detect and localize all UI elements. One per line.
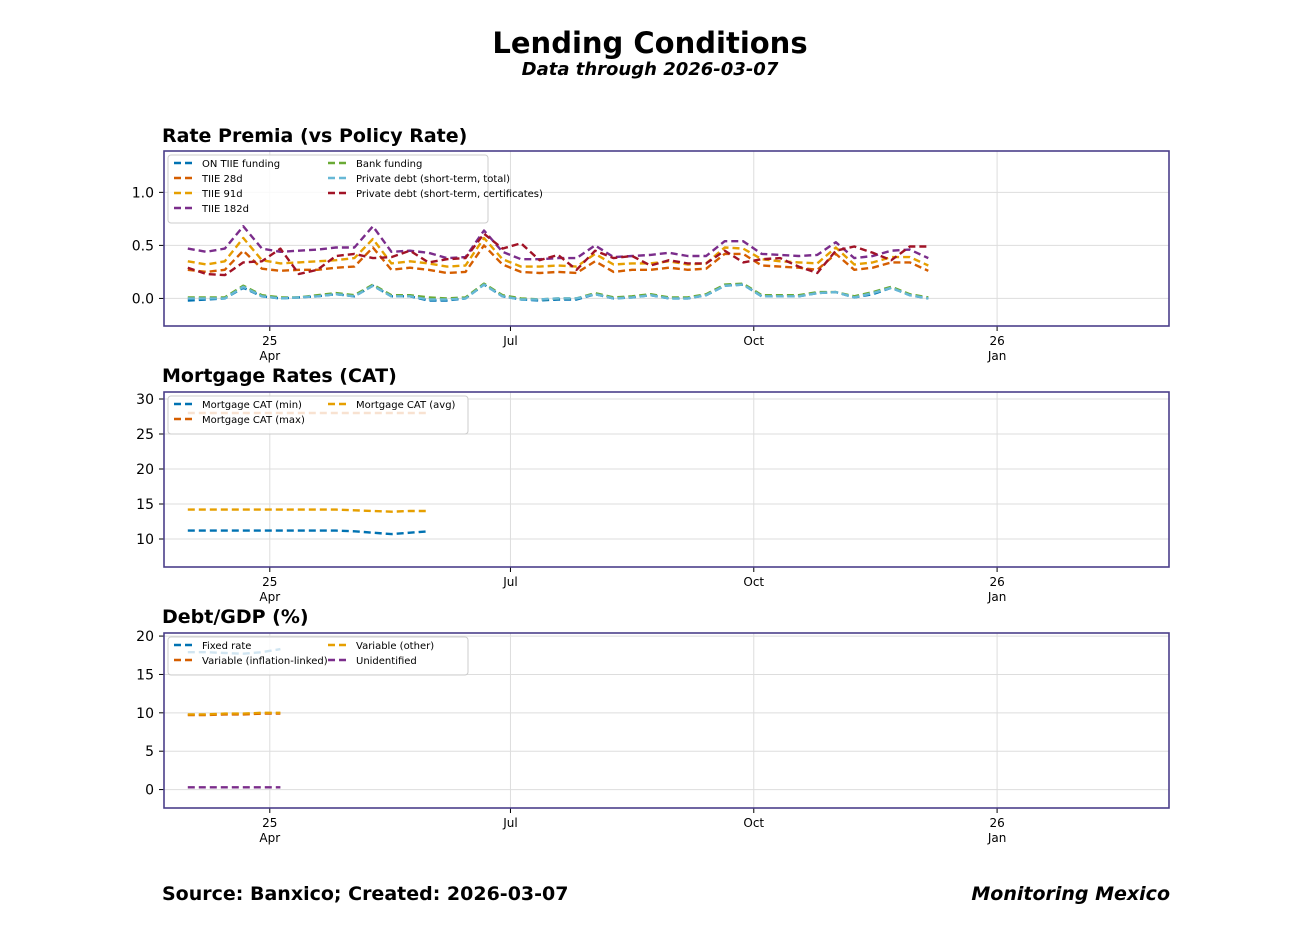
x-tick-label: Jul [502,575,517,589]
x-tick-sublabel: Jan [987,349,1007,363]
x-tick-label: Jul [502,816,517,830]
legend: Mortgage CAT (min) Mortgage CAT (max) Mort… [167,395,469,435]
x-tick-label: Oct [743,816,764,830]
x-tick-sublabel: Apr [259,349,280,363]
legend-label: TIIE 182d [201,204,249,215]
legend-label: Fixed rate [202,641,251,652]
y-tick-label: 0.0 [132,291,154,307]
chart-title: Debt/GDP (%) [162,606,309,628]
legend-label: TIIE 91d [201,189,243,200]
x-tick-sublabel: Jan [987,590,1007,604]
y-tick-label: 15 [136,497,154,513]
x-tick-label: 26 [989,816,1004,830]
x-tick-sublabel: Apr [259,590,280,604]
footer-brand: Monitoring Mexico [971,883,1170,905]
legend-label: Private debt (short-term, certificates) [356,189,543,200]
series-line [187,236,929,268]
series-line [187,711,281,716]
legend-label: Private debt (short-term, total) [356,174,510,185]
y-tick-label: 10 [136,706,154,722]
legend-box [167,154,489,224]
chart-title: Mortgage Rates (CAT) [162,365,397,387]
x-tick-label: 26 [989,334,1004,348]
x-tick-label: 25 [262,334,277,348]
x-tick-sublabel: Jan [987,831,1007,845]
y-tick-label: 20 [136,462,154,478]
x-tick-label: 25 [262,816,277,830]
legend-label: Mortgage CAT (min) [202,400,302,411]
legend-label: Mortgage CAT (max) [202,415,305,426]
y-tick-label: 5 [145,744,154,760]
y-tick-label: 0 [145,783,154,799]
legend: Fixed rate Variable (inflation-linked) Var… [167,636,469,676]
legend-box [167,636,469,676]
footer-source: Source: Banxico; Created: 2026-03-07 [162,883,569,905]
y-tick-label: 1.0 [132,185,154,201]
legend-label: Mortgage CAT (avg) [356,400,456,411]
plot-frame [163,632,1170,809]
plot-frame [163,150,1170,327]
legend-box [167,395,469,435]
legend-label: Bank funding [356,159,422,170]
chart-title: Rate Premia (vs Policy Rate) [162,125,467,147]
legend-label: TIIE 28d [201,174,243,185]
x-tick-label: 25 [262,575,277,589]
legend-label: ON TIIE funding [202,159,280,170]
x-tick-label: Jul [502,334,517,348]
x-tick-label: 26 [989,575,1004,589]
x-tick-sublabel: Apr [259,831,280,845]
series-line [187,508,429,513]
series-line [187,529,429,536]
x-tick-label: Oct [743,334,764,348]
y-tick-label: 25 [136,427,154,443]
legend-label: Variable (inflation-linked) [202,656,328,667]
y-tick-label: 15 [136,667,154,683]
series-line [187,225,929,261]
series-line [187,283,929,301]
y-tick-label: 10 [136,532,154,548]
legend-label: Variable (other) [356,641,434,652]
legend-label: Unidentified [356,656,417,667]
y-tick-label: 30 [136,392,154,408]
x-tick-label: Oct [743,575,764,589]
legend: ON TIIE funding TIIE 28d TIIE 91d TIIE 182d… [167,154,543,224]
series-line [187,232,929,277]
page-title: Lending Conditions [492,26,808,60]
y-tick-label: 0.5 [132,238,154,254]
page-subtitle: Data through 2026-03-07 [521,59,779,80]
plot-frame [163,391,1170,568]
y-tick-label: 20 [136,629,154,645]
